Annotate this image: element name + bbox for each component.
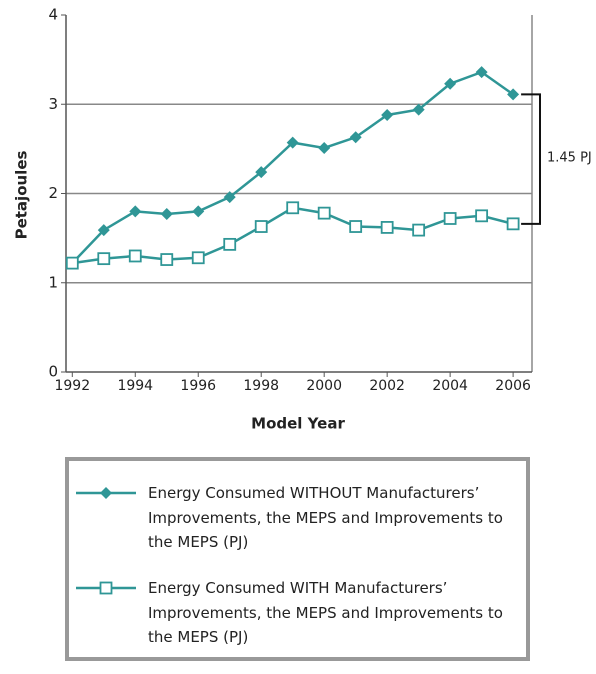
marker: [129, 205, 142, 218]
marker: [255, 166, 268, 179]
x-tick-label: 1996: [180, 378, 216, 394]
marker: [412, 103, 425, 116]
y-axis-label: Petajoules: [13, 151, 31, 240]
marker: [443, 212, 457, 225]
marker: [380, 221, 394, 234]
marker: [507, 88, 520, 101]
x-tick-label: 2004: [432, 378, 468, 394]
marker: [506, 217, 520, 231]
marker: [160, 208, 173, 221]
marker: [286, 136, 299, 149]
legend-marker: [99, 581, 113, 595]
marker: [223, 191, 236, 204]
marker: [475, 209, 489, 223]
marker: [317, 206, 331, 220]
marker: [381, 108, 394, 121]
marker: [97, 224, 110, 237]
marker: [349, 220, 363, 233]
marker: [349, 131, 362, 144]
x-tick-label: 1998: [243, 378, 279, 394]
x-tick-label: 2006: [495, 378, 531, 394]
y-tick-label: 2: [48, 184, 58, 202]
x-tick-label: 2000: [306, 378, 342, 394]
legend-label: Energy Consumed WITHOUT Manufacturers’ I…: [148, 484, 503, 551]
x-tick-label: 1994: [117, 378, 153, 394]
marker: [444, 77, 457, 90]
legend-marker: [100, 487, 112, 499]
marker: [191, 251, 205, 265]
y-tick-label: 3: [48, 95, 58, 113]
series-line: [71, 70, 514, 264]
marker: [286, 201, 300, 215]
annotation: 1.45 PJ: [547, 151, 592, 166]
marker: [65, 256, 79, 270]
y-tick-label: 4: [48, 6, 58, 24]
legend-box: [65, 457, 530, 661]
marker: [254, 220, 268, 233]
x-axis-label: Model Year: [251, 415, 345, 433]
marker: [318, 141, 331, 154]
marker: [412, 223, 426, 237]
marker: [192, 205, 205, 218]
y-tick-label: 0: [48, 363, 58, 381]
marker: [97, 252, 111, 266]
x-tick-label: 1992: [54, 378, 90, 394]
x-tick-label: 2002: [369, 378, 405, 394]
marker: [223, 237, 237, 251]
marker: [160, 253, 174, 266]
legend-label: Energy Consumed WITH Manufacturers’ Impr…: [148, 579, 503, 646]
marker: [475, 66, 488, 79]
annotation-bracket: [521, 93, 541, 225]
y-tick-label: 1: [48, 273, 58, 291]
marker: [128, 249, 142, 263]
